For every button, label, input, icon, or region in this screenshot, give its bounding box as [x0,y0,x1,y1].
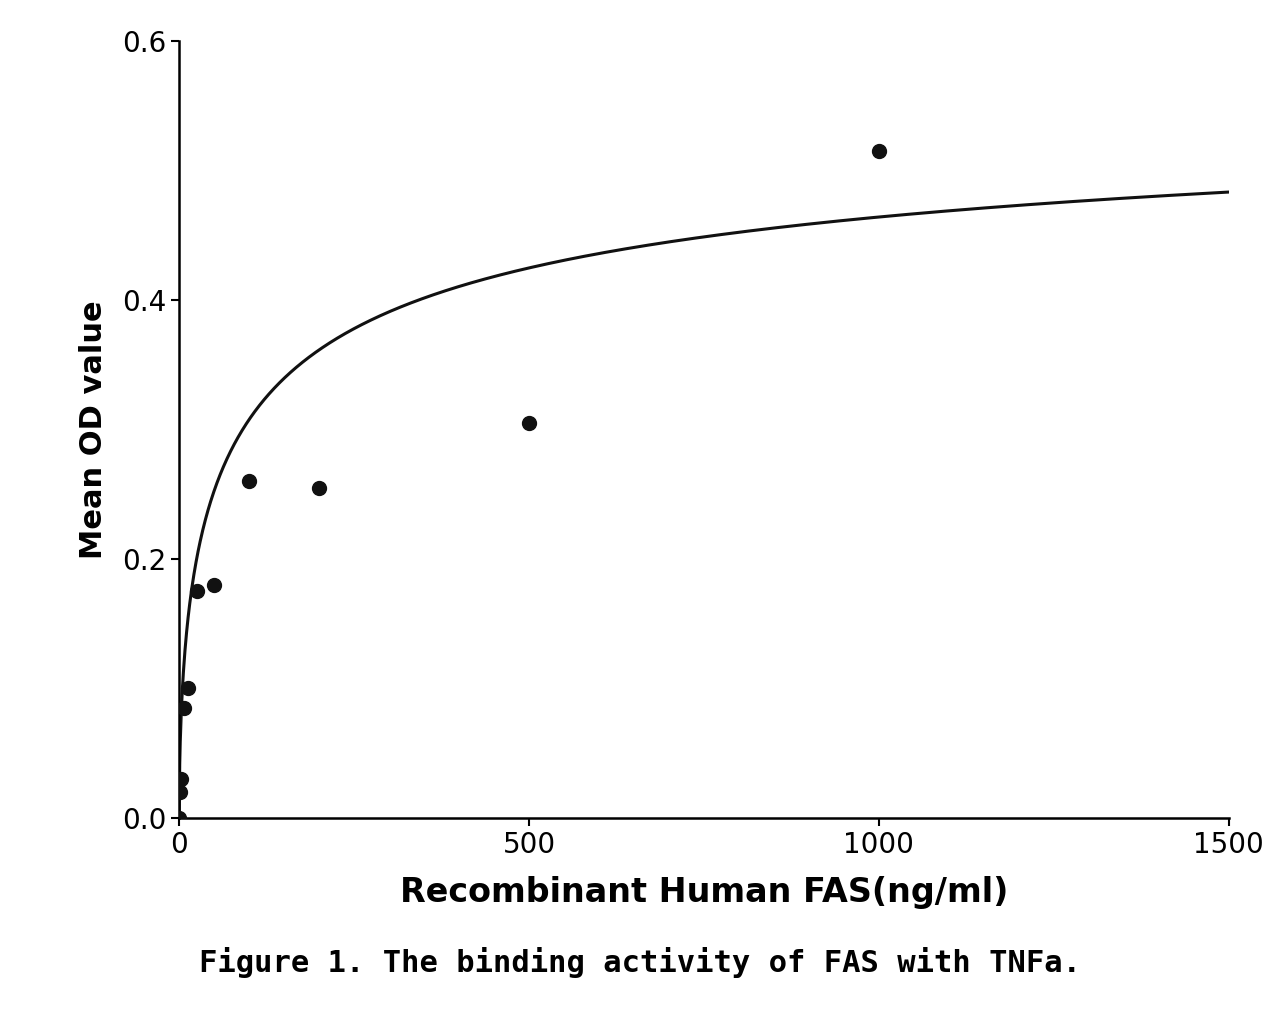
Point [178,680,198,697]
Point [308,479,329,496]
Point [169,809,189,826]
Point [204,576,224,593]
Point [518,415,539,432]
Y-axis label: Mean OD value: Mean OD value [79,300,108,559]
Text: Figure 1. The binding activity of FAS with TNFa.: Figure 1. The binding activity of FAS wi… [198,947,1082,978]
Point [187,583,207,599]
Point [869,143,890,159]
X-axis label: Recombinant Human FAS(ng/ml): Recombinant Human FAS(ng/ml) [399,876,1009,909]
Point [170,783,191,800]
Point [173,700,193,716]
Point [172,770,192,788]
Point [239,473,260,490]
